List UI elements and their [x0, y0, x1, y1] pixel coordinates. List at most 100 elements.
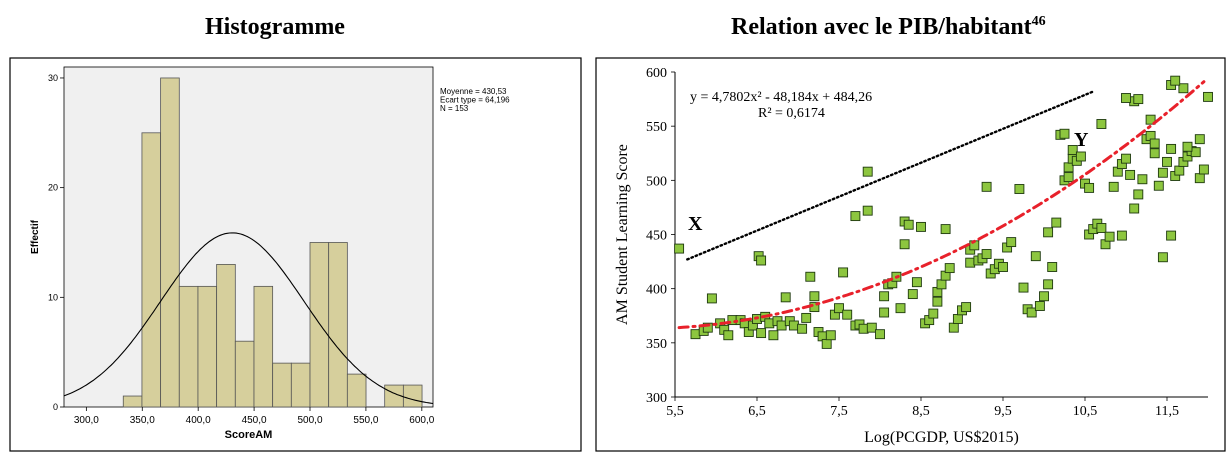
- scatter-x-axis-label: Log(PCGDP, US$2015): [864, 429, 1019, 446]
- histogram-y-tick-label: 30: [48, 73, 58, 83]
- normal-curve: [63, 232, 434, 405]
- histogram-bar: [197, 285, 218, 408]
- scatter-point: [1121, 153, 1131, 164]
- scatter-y-tick-label: 300: [646, 391, 667, 406]
- scatter-y-tick-label: 600: [646, 66, 667, 81]
- scatter-point: [1121, 93, 1131, 103]
- scatter-point: [809, 291, 820, 302]
- histogram-bar: [216, 264, 236, 408]
- scatter-point: [1170, 75, 1181, 86]
- scatter-point: [788, 320, 799, 331]
- scatter-y-axis-label: AM Student Learning Score: [614, 144, 631, 325]
- scatter-point: [842, 309, 853, 320]
- scatter-y-tick-label: 550: [646, 120, 667, 135]
- histogram-bar: [141, 132, 162, 408]
- scatter-point: [838, 267, 849, 278]
- reference-dotted-line: [686, 90, 1095, 261]
- scatter-point: [1203, 91, 1213, 102]
- scatter-point: [1149, 148, 1160, 159]
- histogram-x-tick-label: 500,0: [297, 415, 322, 426]
- histogram-bar: [160, 77, 180, 408]
- scatter-point: [862, 205, 873, 216]
- histogram-bar: [346, 373, 367, 408]
- scatter-point: [961, 302, 972, 313]
- histogram-stat-line: Moyenne = 430,53: [440, 87, 507, 96]
- scatter-y-tick-label: 400: [646, 283, 667, 298]
- point-label-y: Y: [1074, 129, 1089, 151]
- scatter-point: [1190, 147, 1201, 158]
- scatter-point: [911, 277, 922, 288]
- scatter-point: [1194, 173, 1205, 184]
- scatter-point: [1166, 143, 1177, 154]
- scatter-point: [1084, 182, 1095, 193]
- scatter-point: [879, 307, 890, 318]
- histogram-bar: [234, 340, 255, 408]
- histogram-bar: [402, 384, 423, 408]
- scatter-point: [764, 318, 775, 329]
- histogram-y-tick-label: 0: [53, 402, 58, 412]
- scatter-point: [706, 293, 717, 304]
- scatter-point: [981, 181, 992, 192]
- footnote-number: 46: [1031, 14, 1046, 29]
- scatter-point: [1182, 141, 1193, 152]
- scatter-point: [981, 249, 992, 259]
- scatter-point: [895, 303, 906, 314]
- scatter-frame: [595, 57, 1226, 452]
- scatter-point: [1096, 223, 1107, 233]
- point-label-x: X: [688, 213, 703, 235]
- scatter-x-tick-label: 7,5: [830, 404, 848, 419]
- scatter-point: [756, 255, 767, 266]
- scatter-point: [1149, 138, 1160, 149]
- scatter-point: [1043, 279, 1054, 290]
- scatter-point: [932, 296, 943, 307]
- scatter-point: [940, 224, 951, 235]
- scatter-point: [907, 289, 918, 300]
- scatter-heading: Relation avec le PIB/habitant46: [731, 14, 1046, 40]
- scatter-point: [965, 257, 976, 268]
- scatter-point: [1108, 181, 1119, 192]
- scatter-y-tick-label: 450: [646, 229, 667, 244]
- scatter-y-tick-label: 350: [646, 337, 667, 352]
- scatter-x-tick-label: 5,5: [666, 404, 684, 419]
- scatter-point: [1129, 203, 1140, 214]
- scatter-point: [1166, 230, 1177, 241]
- scatter-point: [928, 308, 939, 319]
- scatter-point: [899, 239, 910, 250]
- scatter-point: [1104, 231, 1115, 242]
- scatter-point: [858, 323, 869, 334]
- histogram-x-tick-label: 450,0: [242, 415, 267, 426]
- scatter-point: [1059, 128, 1070, 139]
- histogram-y-tick-label: 20: [48, 183, 58, 193]
- scatter-point: [768, 330, 779, 341]
- histogram-stat-line: Ecart type = 64,196: [440, 96, 510, 105]
- scatter-point: [1030, 251, 1041, 262]
- scatter-point: [1157, 252, 1168, 263]
- scatter-point: [1039, 291, 1049, 302]
- scatter-point: [936, 279, 947, 290]
- scatter-y-tick-label: 500: [646, 174, 667, 189]
- scatter-point: [674, 243, 685, 254]
- scatter-point: [1145, 114, 1156, 125]
- scatter-point: [776, 320, 787, 331]
- histogram-bar: [309, 242, 330, 408]
- scatter-point: [1075, 151, 1086, 162]
- histogram-x-tick-label: 350,0: [130, 415, 155, 426]
- scatter-point: [1006, 237, 1017, 248]
- scatter-point: [821, 338, 832, 349]
- scatter-point: [1067, 145, 1078, 155]
- scatter-point: [1063, 172, 1074, 183]
- scatter-point: [1063, 162, 1074, 173]
- scatter-point: [805, 271, 816, 282]
- histogram-bar: [178, 285, 199, 408]
- histogram-y-axis-label: Effectif: [30, 219, 41, 254]
- scatter-point: [1133, 94, 1144, 105]
- r-squared-label: R² = 0,6174: [758, 106, 825, 121]
- scatter-point: [1174, 165, 1185, 176]
- scatter-point: [903, 219, 914, 230]
- histogram-heading: Histogramme: [205, 14, 345, 40]
- scatter-point: [801, 312, 812, 323]
- histogram-bar: [122, 395, 143, 408]
- histogram-bar: [328, 242, 348, 408]
- scatter-point: [780, 292, 791, 303]
- scatter-point: [1133, 189, 1144, 200]
